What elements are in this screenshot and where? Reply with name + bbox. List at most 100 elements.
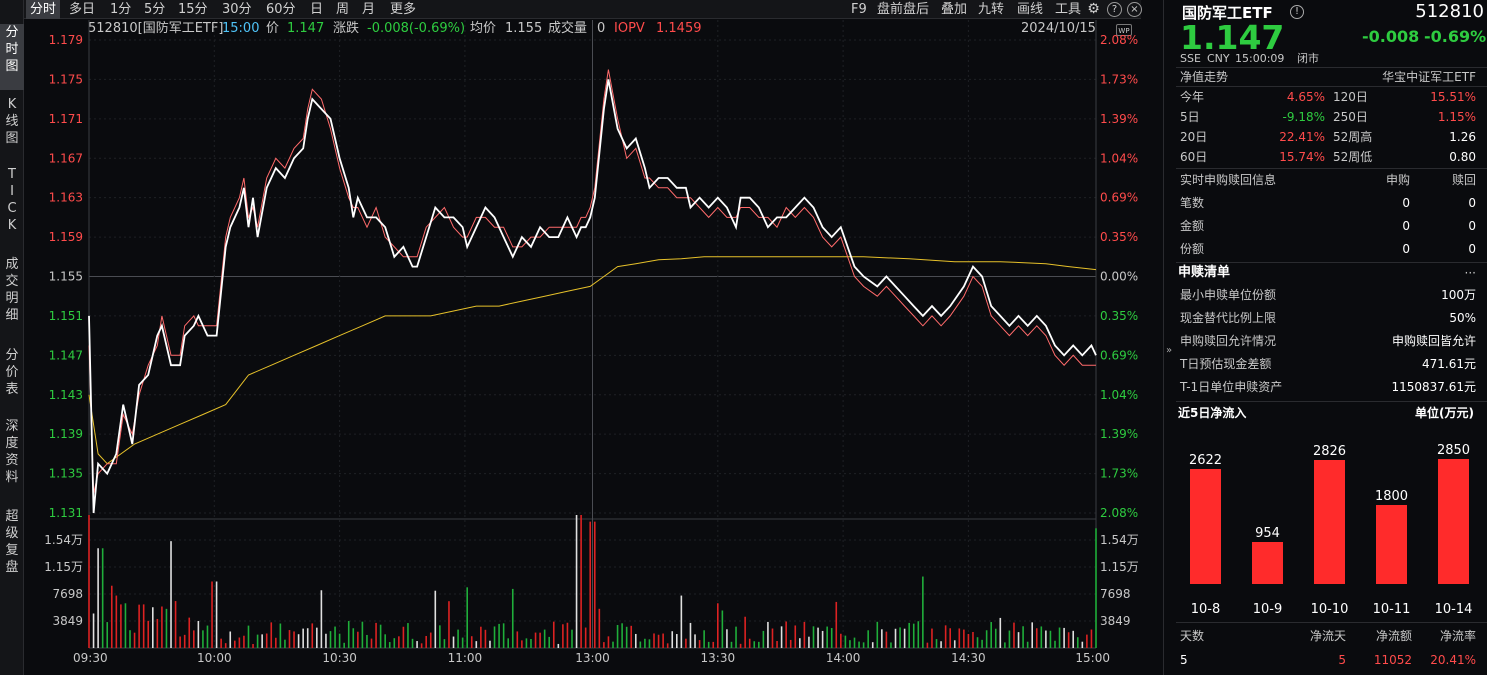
help-icon[interactable]: ? <box>1107 2 1122 17</box>
sub-red-row-label: 份额 <box>1180 242 1205 256</box>
currency: CNY <box>1207 52 1230 65</box>
perf-value: 4.65% <box>1286 90 1325 104</box>
overlay-button[interactable]: 叠加 <box>941 2 968 17</box>
time-tick-label: 14:30 <box>951 651 986 665</box>
perf-value: 15.51% <box>1430 90 1476 104</box>
volume-tick-label: 7698 <box>52 587 83 601</box>
summary-value: 5 <box>1338 653 1346 667</box>
more-button[interactable]: ··· <box>1464 266 1476 280</box>
avg-label: 均价 <box>470 21 497 36</box>
panel-divider <box>1163 0 1164 675</box>
flow-bar-date: 10-14 <box>1434 602 1473 617</box>
summary-header: 净流率 <box>1439 629 1476 643</box>
tab-review[interactable]: 超级复盘 <box>0 508 24 588</box>
tab-label: 深度资料 <box>5 419 19 485</box>
tab-kline[interactable]: K线图 <box>0 96 24 156</box>
percent-tick-label: 0.69% <box>1100 348 1138 362</box>
timeframe-5min[interactable]: 5分 <box>144 2 166 17</box>
exchange: SSE <box>1180 52 1201 65</box>
info-time: 15:00 <box>222 21 260 36</box>
volume-tick-label: 1.54万 <box>44 533 83 547</box>
f9-button[interactable]: F9 <box>851 2 867 17</box>
price-tick-label: 1.167 <box>49 151 83 165</box>
quote-time: 15:00:09 <box>1235 52 1285 65</box>
info-icon[interactable]: ! <box>1290 5 1304 19</box>
perf-label: 52周高 <box>1333 130 1373 144</box>
pre-post-market-button[interactable]: 盘前盘后 <box>877 2 930 17</box>
separator <box>1176 262 1487 263</box>
list-row-value: 申购赎回皆允许 <box>1391 334 1476 348</box>
time-tick-label: 10:00 <box>197 651 232 665</box>
summary-header: 天数 <box>1180 629 1205 643</box>
timeframe-15min[interactable]: 15分 <box>178 2 208 17</box>
volume-label: 成交量 <box>548 21 588 36</box>
tab-label: 分价表 <box>5 348 19 397</box>
series-line-iopv <box>88 69 1096 494</box>
tools-button[interactable]: 工具 <box>1055 2 1082 17</box>
code-name: 512810[国防军工ETF] <box>88 21 224 36</box>
perf-value: -9.18% <box>1282 110 1325 124</box>
percent-tick-label: 2.08% <box>1100 33 1138 47</box>
vertical-tab-bar: 分时图 K线图 TICK 成交明细 分价表 深度资料 超级复盘 <box>0 0 24 675</box>
timeframe-30min[interactable]: 30分 <box>222 2 252 17</box>
price-tick-label: 1.175 <box>49 72 83 86</box>
perf-label: 250日 <box>1333 110 1368 124</box>
timeframe-more[interactable]: 更多 <box>390 2 417 17</box>
tab-depth-info[interactable]: 深度资料 <box>0 418 24 498</box>
tab-label: 成交明细 <box>5 257 19 323</box>
price-label: 价 <box>266 21 280 36</box>
percent-tick-label: 1.39% <box>1100 427 1138 441</box>
summary-value: 5 <box>1180 653 1188 667</box>
tab-label: 超级复盘 <box>5 509 19 575</box>
sub-red-title: 实时申购赎回信息 <box>1180 173 1277 187</box>
separator <box>1176 622 1487 623</box>
gear-icon[interactable]: ⚙ <box>1087 1 1100 17</box>
timeframe-day[interactable]: 日 <box>310 2 324 17</box>
list-row-label: T日预估现金差额 <box>1180 357 1272 371</box>
tab-trade-detail[interactable]: 成交明细 <box>0 256 24 336</box>
time-tick-label: 09:30 <box>73 651 108 665</box>
timeframe-60min[interactable]: 60分 <box>266 2 296 17</box>
index-name[interactable]: 华宝中证军工ETF <box>1382 70 1476 84</box>
list-row-value: 100万 <box>1441 288 1476 302</box>
tab-tick[interactable]: TICK <box>0 166 24 246</box>
summary-header: 净流天 <box>1309 629 1346 643</box>
timeframe-1min[interactable]: 1分 <box>110 2 132 17</box>
flow-title: 近5日净流入 <box>1178 406 1247 420</box>
percent-tick-label: 1.04% <box>1100 388 1138 402</box>
change-label: 涨跌 <box>333 21 360 36</box>
list-row-label: 最小申赎单位份额 <box>1180 288 1277 302</box>
tab-intraday[interactable]: 分时图 <box>0 24 24 90</box>
price-tick-label: 1.135 <box>49 467 83 481</box>
flow-bar <box>1252 542 1283 584</box>
intraday-chart[interactable]: 1.179 2.08% 1.175 1.73% 1.171 1.39% 1.167 1.04%… <box>24 0 1141 675</box>
list-row-label: 现金替代比例上限 <box>1180 311 1277 325</box>
percent-tick-label: 1.73% <box>1100 467 1138 481</box>
draw-line-button[interactable]: 画线 <box>1017 2 1044 17</box>
timeframe-month[interactable]: 月 <box>362 2 376 17</box>
flow-unit: 单位(万元) <box>1415 406 1474 420</box>
nine-turn-button[interactable]: 九转 <box>978 2 1005 17</box>
close-icon[interactable]: × <box>1127 2 1142 17</box>
expand-panel-icon[interactable]: » <box>1165 345 1173 356</box>
nav-trend-label[interactable]: 净值走势 <box>1180 70 1229 84</box>
wp-badge[interactable]: WP <box>1116 24 1132 36</box>
timeframe-intraday[interactable]: 分时 <box>26 0 61 19</box>
timeframe-week[interactable]: 周 <box>336 2 350 17</box>
summary-value: 11052 <box>1373 653 1412 667</box>
time-tick-label: 14:00 <box>826 651 861 665</box>
sub-red-subscribe-value: 0 <box>1402 219 1410 233</box>
perf-label: 120日 <box>1333 90 1368 104</box>
percent-tick-label: 1.04% <box>1100 151 1138 165</box>
list-row-label: T-1日单位申赎资产 <box>1180 380 1283 394</box>
flow-bar-value: 1800 <box>1374 489 1409 505</box>
price-change: -0.008 <box>1362 27 1420 46</box>
volume-tick-label-right: 1.15万 <box>1100 560 1139 574</box>
timeframe-multiday[interactable]: 多日 <box>69 2 96 17</box>
percent-tick-label: 1.73% <box>1100 72 1138 86</box>
tab-price-table[interactable]: 分价表 <box>0 347 24 409</box>
tab-label: 分时图 <box>5 25 19 74</box>
perf-value: 1.26 <box>1449 130 1476 144</box>
etf-code: 512810 <box>1415 1 1484 22</box>
